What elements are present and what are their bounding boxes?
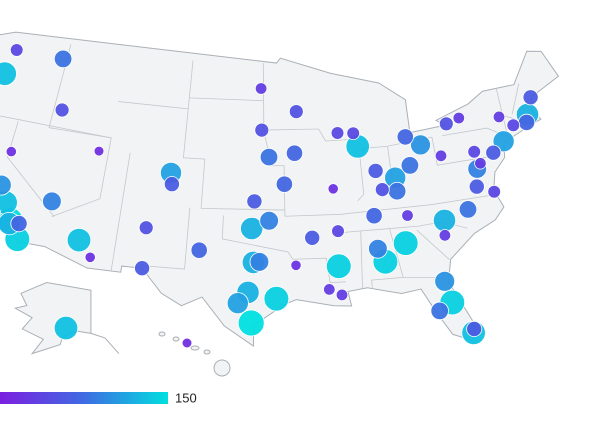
bubble bbox=[323, 283, 336, 296]
bubble bbox=[365, 207, 383, 225]
bubble bbox=[42, 191, 62, 212]
bubble bbox=[290, 259, 302, 271]
bubble bbox=[0, 174, 12, 196]
bubble bbox=[254, 82, 268, 95]
bubble bbox=[466, 320, 483, 337]
bubble bbox=[458, 200, 478, 219]
bubble bbox=[392, 230, 419, 256]
bubble bbox=[487, 184, 502, 199]
bubble bbox=[368, 239, 388, 259]
bubble bbox=[522, 89, 539, 106]
bubble bbox=[54, 102, 70, 118]
bubble bbox=[10, 215, 28, 233]
bubble bbox=[53, 49, 73, 69]
bubble bbox=[288, 104, 304, 119]
bubble bbox=[5, 146, 17, 158]
bubble bbox=[400, 156, 420, 175]
bubble bbox=[325, 253, 352, 280]
bubble bbox=[474, 157, 487, 170]
bubble bbox=[9, 43, 24, 57]
island bbox=[213, 359, 231, 377]
bubble bbox=[438, 229, 452, 242]
bubble bbox=[84, 251, 96, 263]
state-border bbox=[431, 137, 488, 166]
state-border bbox=[110, 152, 131, 272]
hawaii bbox=[158, 331, 231, 377]
bubble bbox=[254, 122, 270, 138]
bubble bbox=[138, 220, 154, 236]
bubble bbox=[335, 288, 349, 302]
state-border bbox=[117, 101, 285, 211]
state-border bbox=[371, 229, 404, 289]
bubble bbox=[410, 134, 431, 156]
island bbox=[158, 331, 166, 337]
bubbles bbox=[0, 43, 540, 349]
bubble bbox=[237, 309, 265, 337]
bubble bbox=[517, 113, 536, 132]
bubble bbox=[275, 175, 293, 193]
state-border bbox=[318, 128, 355, 142]
bubble bbox=[396, 128, 414, 146]
bubble bbox=[452, 111, 466, 125]
state-border bbox=[357, 148, 365, 202]
bubble bbox=[246, 193, 263, 210]
state-border bbox=[221, 215, 289, 253]
state-border bbox=[263, 128, 319, 131]
bubble bbox=[163, 176, 180, 193]
state-border bbox=[187, 60, 194, 109]
bubble bbox=[259, 210, 279, 231]
color-tick-label: 150 bbox=[175, 390, 197, 405]
state-border bbox=[6, 121, 55, 218]
color-bar bbox=[0, 392, 168, 404]
bubble bbox=[330, 126, 345, 140]
bubble bbox=[485, 144, 502, 161]
bubble bbox=[434, 149, 448, 163]
bubble bbox=[432, 208, 457, 232]
state-border bbox=[360, 231, 363, 289]
alaska-panhandle bbox=[90, 332, 120, 354]
bubble bbox=[263, 285, 290, 312]
bubble bbox=[401, 209, 414, 222]
bubble bbox=[304, 229, 321, 246]
bubble bbox=[240, 216, 264, 241]
bubble bbox=[190, 241, 208, 259]
color-legend: 150 bbox=[0, 390, 197, 405]
bubble bbox=[327, 183, 339, 195]
state-border bbox=[287, 251, 347, 284]
bubble bbox=[0, 61, 17, 86]
bubble bbox=[367, 162, 384, 179]
bubble bbox=[93, 145, 105, 157]
state-border bbox=[284, 194, 497, 217]
bubble bbox=[331, 224, 345, 238]
bubble bbox=[0, 209, 1, 217]
bubble bbox=[492, 110, 506, 124]
bubble bbox=[259, 147, 279, 167]
bubble bbox=[434, 270, 456, 292]
bubble bbox=[66, 227, 92, 253]
bubble bbox=[468, 178, 485, 195]
island bbox=[203, 349, 211, 355]
bubble bbox=[285, 144, 304, 162]
bubble bbox=[249, 252, 270, 272]
bubble bbox=[226, 292, 249, 315]
island bbox=[190, 345, 200, 351]
bubble bbox=[387, 181, 407, 201]
island bbox=[172, 336, 180, 342]
alaska bbox=[13, 282, 92, 355]
state-border bbox=[511, 83, 520, 115]
bubble bbox=[467, 145, 482, 159]
bubble bbox=[181, 337, 193, 349]
bubble bbox=[438, 116, 454, 132]
state-border bbox=[189, 97, 264, 102]
bubble bbox=[134, 260, 151, 277]
bubble bbox=[346, 126, 361, 140]
state-border bbox=[0, 115, 112, 139]
bubble bbox=[374, 182, 390, 198]
state-border bbox=[416, 229, 450, 260]
bubble bbox=[506, 118, 521, 133]
state-border bbox=[141, 207, 191, 270]
bubble bbox=[430, 301, 449, 321]
bubble bbox=[53, 315, 79, 341]
